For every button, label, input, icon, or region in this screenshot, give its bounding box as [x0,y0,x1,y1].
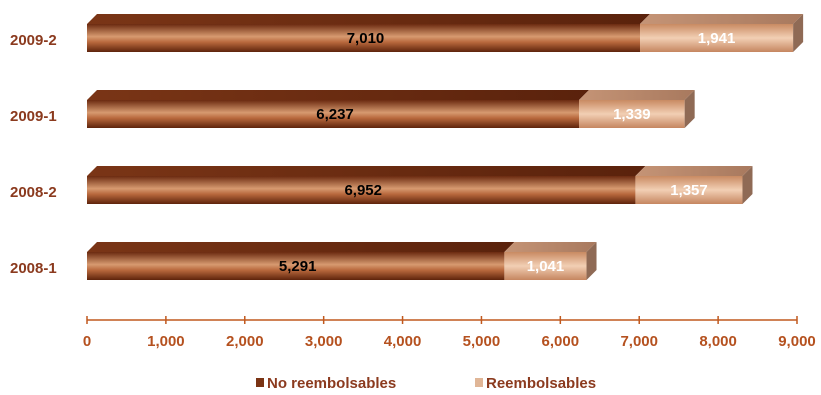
bar-top-face [87,166,646,176]
x-tick-label: 9,000 [778,333,816,350]
x-tick-label: 8,000 [699,333,737,350]
bar-top-face [87,242,515,252]
bar-top-face [87,14,651,24]
x-tick-label: 3,000 [305,333,343,350]
bar-front-face [640,24,794,52]
bar-front-face [87,252,505,280]
x-tick-label: 0 [83,333,91,350]
bar-2008-1-no-reembolsables [87,242,515,280]
category-label: 2009-2 [10,32,57,49]
legend: No reembolsables Reembolsables [256,375,596,392]
bar-2009-2-reembolsables [640,14,804,52]
bar-front-face [87,24,641,52]
x-tick-label: 7,000 [620,333,658,350]
bar-2009-2-no-reembolsables [87,14,651,52]
legend-swatch [475,378,483,387]
bar-top-face [579,90,695,100]
data-label: 5,291 [279,258,317,275]
bar-top-face [635,166,753,176]
x-tick-label: 5,000 [463,333,501,350]
x-tick-label: 6,000 [542,333,580,350]
bar-top-face [87,90,590,100]
bar-2009-1-no-reembolsables [87,90,590,128]
data-label: 6,952 [344,182,382,199]
x-tick-label: 4,000 [384,333,422,350]
bar-side-face [586,242,597,280]
x-tick-label: 1,000 [147,333,185,350]
data-label: 1,041 [527,258,565,275]
bars-layer [87,14,804,280]
bar-front-face [87,100,580,128]
bar-side-face [742,166,753,204]
data-label: 1,339 [613,106,651,123]
bar-front-face [635,176,743,204]
x-tick-label: 2,000 [226,333,264,350]
data-label: 6,237 [316,106,354,123]
category-label: 2009-1 [10,108,57,125]
category-label: 2008-1 [10,260,57,277]
bar-top-face [504,242,597,252]
bar-side-face [684,90,695,128]
legend-item-reembolsables: Reembolsables [475,375,596,392]
bar-top-face [640,14,804,24]
bar-front-face [87,176,636,204]
legend-label: No reembolsables [267,375,396,392]
bar-2008-2-no-reembolsables [87,166,646,204]
bar-front-face [504,252,587,280]
x-axis: 0 1,000 2,000 3,000 4,000 5,000 6,000 7,000 8,00… [83,316,816,350]
bar-2009-1-reembolsables [579,90,695,128]
data-label: 1,357 [670,182,708,199]
data-label: 1,941 [698,30,736,47]
bar-front-face [579,100,685,128]
legend-item-no-reembolsables: No reembolsables [256,375,396,392]
bar-2008-2-reembolsables [635,166,753,204]
legend-swatch [256,378,264,387]
labels-layer: 7,010 1,941 2009-2 6,237 1,339 2009-1 6,952 1,3… [10,30,735,277]
category-label: 2008-2 [10,184,57,201]
bar-side-face [793,14,804,52]
legend-label: Reembolsables [486,375,596,392]
data-label: 7,010 [347,30,385,47]
bar-2008-1-reembolsables [504,242,597,280]
